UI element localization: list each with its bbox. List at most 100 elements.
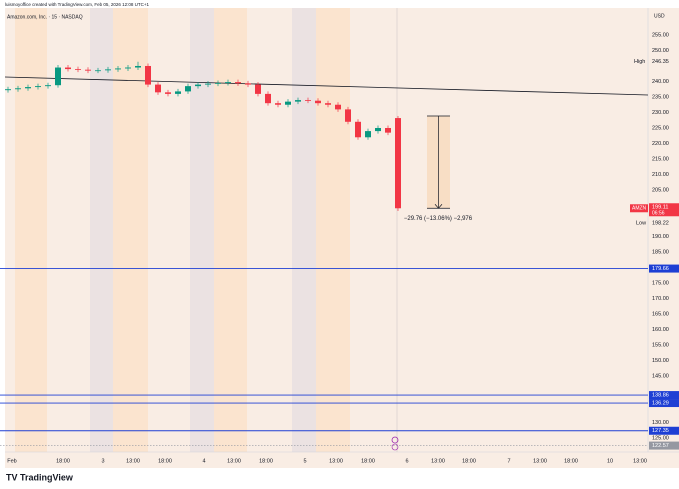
y-tick-label: 250.00 (652, 48, 669, 54)
session-band (214, 8, 247, 452)
last-price: 199.11 (652, 205, 668, 211)
x-tick-label: 18:00 (56, 458, 70, 464)
candle-body (395, 118, 401, 209)
session-band (190, 8, 214, 452)
header: luismoyoffice created with TradingView.c… (5, 2, 150, 7)
candle-body (65, 67, 71, 70)
y-tick-label: 205.00 (652, 187, 669, 193)
x-tick-label: 13:00 (431, 458, 445, 464)
candle-body (285, 101, 291, 105)
candle-body (85, 69, 91, 71)
y-tick-label: 220.00 (652, 141, 669, 147)
y-tick-label: 215.00 (652, 156, 669, 162)
level-label: 138.86 (652, 393, 669, 399)
level-label: 127.35 (652, 428, 669, 434)
x-tick-label: 6 (405, 458, 408, 464)
x-tick-label: 13:00 (533, 458, 547, 464)
level-label: 179.66 (652, 266, 669, 272)
candle-body (155, 84, 161, 93)
session-band (316, 8, 350, 452)
candle-body (215, 83, 221, 84)
candle-body (325, 103, 331, 105)
brand: TradingView (20, 472, 74, 482)
currency: USD (654, 13, 665, 19)
candle-body (275, 103, 281, 105)
candle-body (345, 109, 351, 122)
x-tick-label: 13:00 (329, 458, 343, 464)
x-tick-label: 18:00 (158, 458, 172, 464)
plot-background (5, 8, 679, 468)
x-tick-label: 3 (101, 458, 104, 464)
candle-body (225, 82, 231, 84)
candle-body (75, 69, 81, 70)
session-band (292, 8, 316, 452)
symbol: AMZN (632, 206, 647, 212)
session-band (90, 8, 113, 452)
candle-body (235, 82, 241, 84)
measure-label: −29.76 (−13.06%) −2,976 (404, 216, 473, 222)
level-label-bg (649, 264, 679, 273)
y-tick-label: 210.00 (652, 172, 669, 178)
x-tick-label: 18:00 (361, 458, 375, 464)
countdown: 06:56 (652, 211, 665, 217)
y-tick-label: 240.00 (652, 79, 669, 85)
high-value: 246.35 (652, 59, 669, 65)
level-label-bg (649, 426, 679, 435)
level-label: 136.29 (652, 400, 669, 406)
y-tick-label: 230.00 (652, 110, 669, 116)
candle-body (5, 89, 11, 91)
last-price-bg (649, 203, 679, 217)
y-tick-label: 185.00 (652, 249, 669, 255)
session-band (15, 8, 47, 452)
candle-body (175, 91, 181, 94)
price-axis-bg (648, 8, 679, 452)
y-tick-label: 170.00 (652, 296, 669, 302)
session-band (113, 8, 148, 452)
candle-body (355, 121, 361, 138)
candle-body (145, 65, 151, 85)
candle-body (245, 83, 251, 85)
candle-body (305, 100, 311, 101)
low-value: 198.22 (652, 221, 669, 227)
logo-mark: TV (6, 472, 18, 482)
candle-body (385, 127, 391, 133)
y-tick-label: 190.00 (652, 234, 669, 240)
candle-body (25, 87, 31, 89)
x-tick-label: 13:00 (126, 458, 140, 464)
candle-body (195, 84, 201, 87)
x-tick-label: 7 (507, 458, 510, 464)
trendline (4, 76, 649, 96)
symbol-bg (630, 204, 648, 213)
y-tick-label: 165.00 (652, 311, 669, 317)
x-tick-label: 13:00 (227, 458, 241, 464)
y-tick-label: 225.00 (652, 125, 669, 131)
candle-body (315, 100, 321, 104)
event-icon (391, 443, 399, 451)
candle-body (375, 127, 381, 132)
x-tick-label: 4 (202, 458, 205, 464)
x-tick-label: 5 (303, 458, 306, 464)
high-label: High (634, 59, 645, 65)
candle-body (365, 131, 371, 138)
y-tick-label: 130.00 (652, 420, 669, 426)
x-tick-label: 13:00 (633, 458, 647, 464)
level-label-bg (649, 391, 679, 400)
level-label: 122.57 (652, 443, 669, 449)
y-tick-label: 150.00 (652, 358, 669, 364)
candle-body (95, 70, 101, 72)
x-tick-label: Feb (7, 458, 16, 464)
candle-body (295, 100, 301, 102)
candle-body (55, 67, 61, 86)
y-tick-label: 155.00 (652, 342, 669, 348)
candle-body (115, 68, 121, 70)
time-axis-bg (5, 452, 679, 468)
chart-title: Amazon.com, Inc. · 15 · NASDAQ (7, 14, 83, 20)
level-label-bg (649, 399, 679, 408)
candle-body (105, 69, 111, 71)
y-tick-label: 175.00 (652, 280, 669, 286)
x-tick-label: 10 (607, 458, 613, 464)
footer (0, 468, 679, 489)
candle-body (255, 84, 261, 94)
y-tick-label: 145.00 (652, 373, 669, 379)
